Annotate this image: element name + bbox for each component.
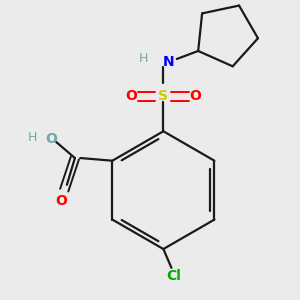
Text: O: O	[56, 194, 68, 208]
Text: N: N	[163, 55, 175, 69]
Text: O: O	[190, 89, 201, 103]
Text: S: S	[158, 89, 168, 103]
Text: H: H	[139, 52, 148, 65]
Text: Cl: Cl	[167, 269, 182, 283]
Text: O: O	[45, 132, 57, 146]
Text: H: H	[27, 131, 37, 145]
Text: O: O	[125, 89, 137, 103]
